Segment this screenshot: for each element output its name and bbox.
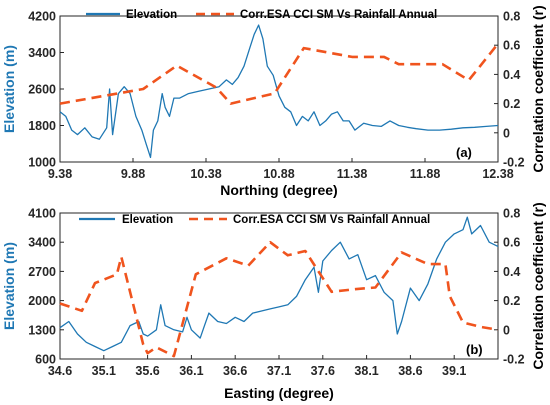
- legend-elevation-label: Elevation: [126, 9, 177, 21]
- legend-correlation-label: Corr.ESA CCI SM Vs Rainfall Annual: [240, 9, 437, 21]
- y-tick-label-left: 1000: [28, 156, 56, 170]
- legend-correlation-label: Corr.ESA CCI SM Vs Rainfall Annual: [233, 214, 430, 226]
- y-tick-label-left: 1300: [28, 323, 56, 337]
- x-tick-label: 37.1: [267, 364, 291, 378]
- y-tick-label-right: 0.4: [503, 265, 520, 279]
- x-tick-label: 9.38: [48, 167, 72, 181]
- ticks-group-a: 9.38 9.88 10.38 10.88 11.38 11.88 12.38 1000 180…: [28, 10, 524, 182]
- x-tick-label: 37.6: [311, 364, 335, 378]
- ticks-group-b: 34.6 35.1 35.6 36.1 36.6 37.1 37.6 38.1 38.6 39.1…: [28, 207, 524, 379]
- correlation-line: [59, 240, 499, 358]
- x-tick-label: 39.1: [442, 364, 466, 378]
- y-tick-label-right: 0.8: [503, 207, 520, 221]
- x-axis-label-a: Northing (degree): [220, 182, 337, 198]
- y-tick-label-right: 0.2: [503, 97, 520, 111]
- y-tick-label-right: 0.8: [503, 10, 520, 24]
- panel-label-a: (a): [456, 145, 472, 160]
- y-tick-label-right: 0.6: [503, 39, 520, 53]
- x-tick-label: 38.1: [354, 364, 378, 378]
- x-tick-label: 36.6: [223, 364, 247, 378]
- legend-b: Elevation Corr.ESA CCI SM Vs Rainfall An…: [79, 214, 430, 226]
- y-tick-label-right: -0.2: [503, 353, 525, 367]
- y-tick-label-right: 0: [503, 126, 510, 140]
- x-tick-label: 10.38: [190, 167, 221, 181]
- y-tick-label-right: 0: [503, 323, 510, 337]
- y-tick-label-right: 0.4: [503, 68, 520, 82]
- panel-a: 9.38 9.88 10.38 10.88 11.38 11.88 12.38 1000 180…: [1, 5, 546, 198]
- x-axis-label-b: Easting (degree): [224, 385, 334, 401]
- y-axis-label-left-b: Elevation (m): [1, 242, 17, 330]
- y-axis-label-left-a: Elevation (m): [1, 45, 17, 133]
- x-tick-label: 35.1: [92, 364, 116, 378]
- x-tick-label: 36.1: [179, 364, 203, 378]
- y-tick-label-left: 600: [35, 353, 56, 367]
- y-tick-label-left: 4200: [28, 10, 56, 24]
- correlation-line: [59, 42, 500, 105]
- x-tick-label: 35.6: [135, 364, 159, 378]
- x-tick-label: 11.88: [410, 167, 441, 181]
- y-tick-label-right: -0.2: [503, 156, 525, 170]
- y-tick-label-left: 3400: [28, 236, 56, 250]
- y-axis-label-right-a: Correlation coefficient (r): [530, 5, 546, 172]
- plot-area-a: [59, 15, 499, 163]
- x-tick-label: 38.6: [398, 364, 422, 378]
- y-tick-label-right: 0.2: [503, 294, 520, 308]
- panel-label-b: (b): [466, 342, 483, 357]
- y-tick-label-left: 2700: [28, 265, 56, 279]
- panel-b: 34.6 35.1 35.6 36.1 36.6 37.1 37.6 38.1 38.6 39.1…: [1, 202, 546, 401]
- elevation-line: [59, 24, 499, 159]
- series-group-a: [59, 24, 500, 159]
- y-tick-label-left: 4100: [28, 207, 56, 221]
- y-tick-label-right: 0.6: [503, 236, 520, 250]
- x-tick-label: 11.38: [337, 167, 368, 181]
- x-tick-label: 10.88: [263, 167, 294, 181]
- y-tick-label-left: 1800: [28, 119, 56, 133]
- legend-elevation-label: Elevation: [122, 214, 173, 226]
- y-axis-label-right-b: Correlation coefficient (r): [530, 202, 546, 369]
- legend-a: Elevation Corr.ESA CCI SM Vs Rainfall An…: [86, 9, 437, 21]
- series-group-b: [59, 216, 499, 358]
- y-tick-label-left: 2000: [28, 294, 56, 308]
- x-tick-label: 12.38: [482, 167, 513, 181]
- x-tick-label: 34.6: [48, 364, 72, 378]
- x-tick-label: 9.88: [121, 167, 145, 181]
- elevation-line: [59, 216, 499, 352]
- y-tick-label-left: 3400: [28, 46, 56, 60]
- plot-area-b: [59, 212, 499, 360]
- y-tick-label-left: 2600: [28, 83, 56, 97]
